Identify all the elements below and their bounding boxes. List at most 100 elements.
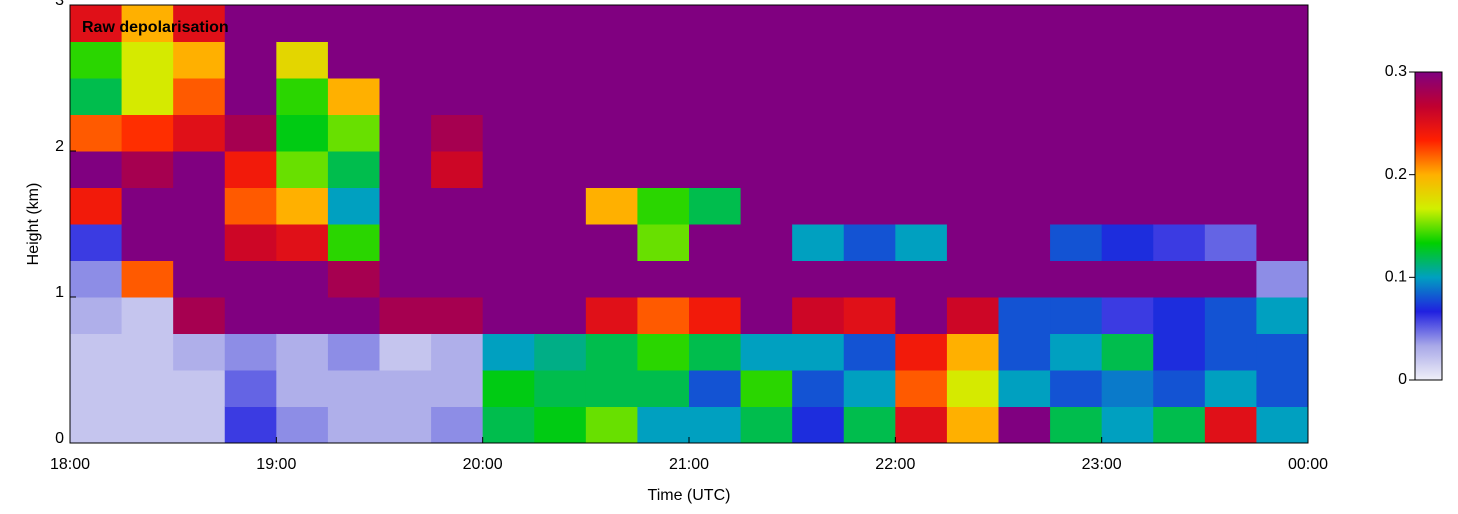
heatmap-cell	[70, 187, 123, 225]
heatmap-cell	[1050, 224, 1103, 261]
colorbar-tick-label: 0	[1398, 371, 1407, 388]
heatmap-cell	[482, 260, 535, 298]
heatmap-cell	[637, 370, 690, 407]
heatmap-cell	[1050, 114, 1103, 152]
heatmap-cell	[482, 370, 535, 407]
heatmap-cell	[1050, 5, 1103, 42]
heatmap-cell	[482, 187, 535, 225]
heatmap-cell	[637, 78, 690, 115]
heatmap-cell	[740, 224, 793, 261]
heatmap-cell	[637, 114, 690, 152]
heatmap-cell	[224, 370, 277, 407]
heatmap-cell	[1101, 151, 1154, 188]
heatmap-cell	[327, 370, 380, 407]
heatmap-cell	[173, 78, 226, 115]
heatmap-cell	[689, 406, 742, 444]
heatmap-cell	[173, 260, 226, 298]
heatmap-cell	[1256, 260, 1309, 298]
heatmap-cell	[946, 224, 999, 261]
heatmap-cell	[843, 406, 896, 444]
heatmap-cell	[121, 151, 174, 188]
heatmap-cell	[70, 333, 123, 371]
heatmap-cell	[1101, 78, 1154, 115]
heatmap-cell	[1050, 406, 1103, 444]
heatmap-cell	[276, 224, 329, 261]
heatmap-cell	[1256, 41, 1309, 79]
heatmap-cell	[1153, 370, 1206, 407]
heatmap-cell	[534, 224, 587, 261]
heatmap-cell	[1101, 114, 1154, 152]
heatmap-cell	[998, 370, 1051, 407]
x-tick-label: 19:00	[256, 456, 296, 473]
heatmap-cell	[482, 5, 535, 42]
heatmap-cell	[276, 78, 329, 115]
heatmap-cell	[1153, 151, 1206, 188]
heatmap-cell	[1204, 297, 1257, 334]
heatmap-cell	[482, 333, 535, 371]
heatmap-cell	[1153, 78, 1206, 115]
x-axis-label: Time (UTC)	[648, 487, 731, 504]
heatmap-cell	[1256, 114, 1309, 152]
heatmap-cell	[843, 370, 896, 407]
heatmap-cell	[740, 260, 793, 298]
heatmap-cell	[276, 297, 329, 334]
heatmap-cell	[843, 187, 896, 225]
heatmap-cell	[1050, 260, 1103, 298]
heatmap-cell	[1101, 5, 1154, 42]
heatmap-cell	[121, 260, 174, 298]
heatmap-cell	[895, 297, 948, 334]
heatmap-cell	[327, 41, 380, 79]
heatmap-cell	[431, 78, 484, 115]
heatmap-cell	[895, 224, 948, 261]
heatmap-cell	[1050, 151, 1103, 188]
heatmap-cell	[121, 297, 174, 334]
heatmap-cell	[946, 78, 999, 115]
heatmap-cell	[1101, 406, 1154, 444]
heatmap-cell	[224, 41, 277, 79]
heatmap-cell	[1204, 333, 1257, 371]
heatmap-cell	[1101, 187, 1154, 225]
heatmap-cell	[1101, 370, 1154, 407]
heatmap-cell	[173, 406, 226, 444]
heatmap-cell	[637, 151, 690, 188]
heatmap-cell	[534, 151, 587, 188]
heatmap-cell	[70, 224, 123, 261]
heatmap-cell	[173, 224, 226, 261]
heatmap-cell	[379, 187, 432, 225]
heatmap-cell	[585, 260, 638, 298]
heatmap-cell	[173, 114, 226, 152]
heatmap-cell	[1050, 41, 1103, 79]
x-tick-label: 20:00	[463, 456, 503, 473]
heatmap-cell	[998, 406, 1051, 444]
heatmap-cell	[946, 406, 999, 444]
heatmap-cell	[1153, 41, 1206, 79]
heatmap-cell	[482, 224, 535, 261]
heatmap-cell	[1101, 41, 1154, 79]
heatmap-cell	[431, 41, 484, 79]
heatmap-cell	[276, 41, 329, 79]
y-tick-label: 2	[55, 138, 64, 155]
heatmap-cell	[740, 5, 793, 42]
heatmap-cell	[998, 78, 1051, 115]
heatmap-cell	[173, 151, 226, 188]
heatmap-cell	[70, 151, 123, 188]
heatmap-cell	[173, 41, 226, 79]
heatmap-cell	[327, 406, 380, 444]
heatmap-cell	[1050, 333, 1103, 371]
heatmap-cell	[792, 5, 845, 42]
heatmap-cell	[689, 370, 742, 407]
heatmap-cell	[1256, 187, 1309, 225]
heatmap-cell	[740, 187, 793, 225]
heatmap-cell	[121, 370, 174, 407]
heatmap-cell	[173, 297, 226, 334]
heatmap-cell	[585, 297, 638, 334]
heatmap-cell	[1153, 333, 1206, 371]
heatmap-cell	[843, 151, 896, 188]
heatmap-cell	[431, 333, 484, 371]
heatmap-cell	[276, 114, 329, 152]
heatmap-cell	[1101, 333, 1154, 371]
heatmap-cell	[431, 406, 484, 444]
heatmap-cell	[689, 333, 742, 371]
heatmap-cell	[585, 78, 638, 115]
